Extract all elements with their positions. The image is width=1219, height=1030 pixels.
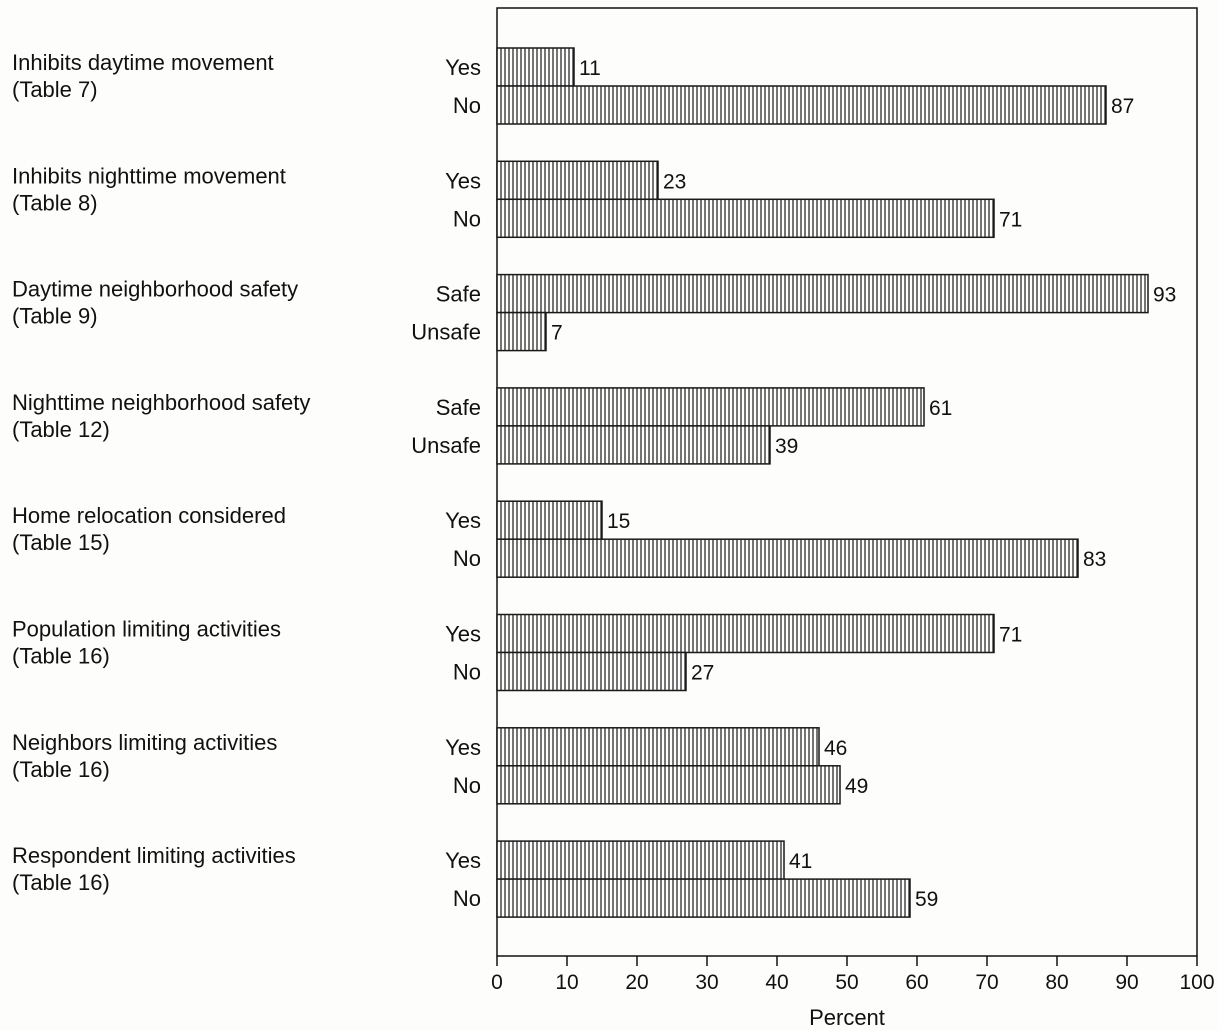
plot-frame — [496, 7, 1198, 957]
x-tick-label: 100 — [1179, 971, 1214, 994]
bar — [496, 613, 995, 654]
bar-value-label: 49 — [845, 775, 868, 798]
x-tick-label: 0 — [491, 971, 503, 994]
bar-value-label: 71 — [999, 208, 1022, 231]
bar-value-label: 93 — [1153, 284, 1176, 307]
bar-category-label: Yes — [445, 622, 481, 647]
group-source: (Table 7) — [12, 77, 98, 102]
x-tick-label: 10 — [555, 971, 578, 994]
bar-value-label: 11 — [579, 57, 601, 80]
group-title: Respondent limiting activities — [12, 843, 296, 868]
group-title: Home relocation considered — [12, 503, 286, 528]
bar-value-label: 39 — [775, 435, 798, 458]
bar-value-label: 7 — [551, 322, 563, 345]
bar-category-label: No — [453, 660, 481, 685]
bar-value-label: 41 — [789, 850, 812, 873]
bar-category-label: No — [453, 886, 481, 911]
x-tick-label: 30 — [695, 971, 718, 994]
group-source: (Table 16) — [12, 644, 110, 669]
bar-category-label: No — [453, 206, 481, 231]
group-title: Inhibits nighttime movement — [12, 163, 286, 188]
bar — [496, 47, 575, 87]
bar — [496, 500, 603, 540]
bar-value-label: 46 — [824, 737, 847, 760]
x-tick-label: 80 — [1045, 971, 1068, 994]
bar — [496, 425, 771, 465]
x-tick-label: 50 — [835, 971, 858, 994]
x-tick-label: 40 — [765, 971, 788, 994]
bar-category-label: No — [453, 773, 481, 798]
bar-category-label: Unsafe — [411, 433, 481, 458]
bar-value-label: 59 — [915, 888, 938, 911]
group-source: (Table 16) — [12, 870, 110, 895]
x-tick-label: 90 — [1115, 971, 1138, 994]
group-source: (Table 16) — [12, 757, 110, 782]
x-tick-label: 70 — [975, 971, 998, 994]
group-source: (Table 9) — [12, 304, 98, 329]
bar-category-label: Yes — [445, 168, 481, 193]
group-title: Inhibits daytime movement — [12, 50, 274, 75]
bar-value-label: 71 — [999, 624, 1022, 647]
bar-category-label: Yes — [445, 508, 481, 533]
group-title: Population limiting activities — [12, 617, 281, 642]
group-title: Neighbors limiting activities — [12, 730, 277, 755]
bar — [496, 878, 911, 918]
group-source: (Table 15) — [12, 530, 110, 555]
bar — [496, 651, 687, 692]
bar-category-label: Yes — [445, 848, 481, 873]
bar-value-label: 23 — [663, 170, 686, 193]
bar-category-label: No — [453, 546, 481, 571]
bars: Yes 11 No 87 Yes 23 No 71 Safe 93 Unsafe 7 Safe 61 Uns… — [411, 47, 1176, 918]
bar-value-label: 83 — [1083, 548, 1106, 571]
group-title: Nighttime neighborhood safety — [12, 390, 310, 415]
group-title: Daytime neighborhood safety — [12, 277, 298, 302]
bar-value-label: 15 — [607, 510, 630, 533]
x-tick-label: 60 — [905, 971, 928, 994]
bar-category-label: Yes — [445, 55, 481, 80]
bar-value-label: 87 — [1111, 95, 1134, 118]
bar-value-label: 27 — [691, 662, 714, 685]
x-tick-label: 20 — [625, 971, 648, 994]
bar — [496, 387, 925, 427]
bar-category-label: Yes — [445, 735, 481, 760]
bar — [496, 273, 1149, 314]
group-source: (Table 8) — [12, 190, 98, 215]
bar-value-label: 61 — [929, 397, 952, 420]
bar — [496, 160, 659, 201]
bar — [496, 198, 995, 239]
x-axis-title: Percent — [809, 1005, 885, 1030]
bar — [496, 85, 1107, 125]
bar — [496, 840, 785, 880]
bar — [496, 765, 841, 805]
bar-category-label: No — [453, 93, 481, 118]
group-source: (Table 12) — [12, 417, 110, 442]
bar — [496, 311, 547, 352]
bar-category-label: Safe — [436, 395, 481, 420]
x-axis: 0 10 20 30 40 50 60 70 80 90 100 — [491, 956, 1215, 994]
bar — [496, 727, 820, 767]
bar-category-label: Safe — [436, 282, 481, 307]
bar — [496, 538, 1079, 578]
group-labels: Inhibits daytime movement(Table 7) Inhibi… — [12, 50, 310, 895]
bar-category-label: Unsafe — [411, 320, 481, 345]
